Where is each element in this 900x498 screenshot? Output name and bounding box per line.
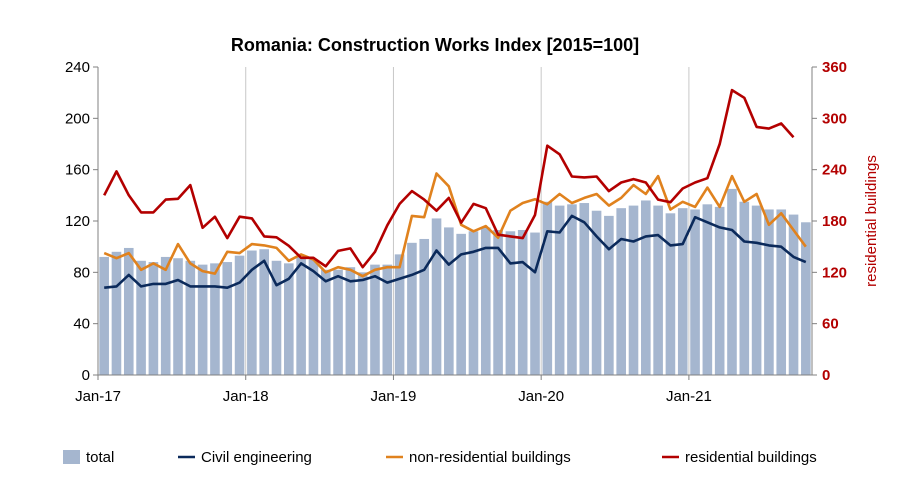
legend: total Civil engineering non-residential bu… — [63, 449, 817, 466]
bar-total — [714, 206, 725, 375]
bar-total — [197, 264, 208, 375]
bar-total — [296, 256, 306, 375]
bar-total — [234, 255, 245, 375]
gridlines — [245, 67, 690, 375]
bar-total — [751, 205, 762, 375]
x-tick-label: Jan-18 — [223, 388, 269, 405]
bar-total — [99, 256, 109, 375]
bar-total — [148, 262, 159, 375]
bar-total — [505, 231, 516, 375]
y-tick-label-left: 80 — [73, 264, 90, 281]
legend-label: non-residential buildings — [409, 449, 571, 466]
x-tick-label: Jan-21 — [666, 388, 712, 405]
bar-total — [554, 205, 565, 375]
x-tick-label: Jan-19 — [371, 388, 417, 405]
bar-total — [210, 263, 220, 375]
bar-total — [517, 229, 528, 375]
bar-total — [616, 208, 626, 375]
bar-total — [111, 251, 122, 375]
legend-swatch-total — [63, 450, 80, 464]
y-tick-label-right: 240 — [822, 162, 847, 179]
bar-total — [284, 263, 294, 375]
bar-total — [776, 209, 787, 375]
bar-total — [702, 204, 713, 375]
bar-total — [431, 218, 442, 375]
bar-total — [542, 201, 553, 375]
bar-total — [407, 242, 417, 375]
bars-total — [99, 188, 811, 375]
bar-total — [419, 238, 430, 375]
line-residential-buildings — [103, 88, 795, 269]
bar-total — [739, 201, 750, 375]
y-tick-label-left: 160 — [65, 162, 90, 179]
legend-label: residential buildings — [685, 449, 817, 466]
bar-total — [382, 264, 393, 375]
y-tick-label-left: 240 — [65, 59, 90, 76]
bar-total — [247, 250, 257, 375]
bar-total — [801, 222, 811, 375]
bar-total — [567, 204, 577, 375]
bar-total — [136, 260, 146, 375]
y-tick-label-right: 0 — [822, 367, 830, 384]
legend-label: total — [86, 449, 114, 466]
y-tick-label-right: 180 — [822, 213, 847, 230]
bar-total — [604, 215, 614, 375]
line-non-residential-buildings — [103, 172, 807, 278]
bar-total — [480, 227, 491, 375]
bar-total — [185, 260, 196, 375]
bar-total — [259, 249, 269, 375]
bar-total — [173, 258, 183, 375]
y-tick-label-left: 0 — [82, 367, 90, 384]
bar-total — [444, 227, 454, 375]
bar-total — [677, 208, 688, 375]
bar-total — [308, 259, 319, 375]
y-tick-label-right: 60 — [822, 316, 839, 333]
y-tick-label-right: 120 — [822, 264, 847, 281]
y-tick-label-left: 200 — [65, 110, 90, 127]
x-tick-label: Jan-17 — [75, 388, 121, 405]
bar-total — [370, 264, 380, 375]
y-ticks-right: 0 60 120 180 240 300 360 — [812, 59, 847, 384]
y-tick-label-right: 300 — [822, 110, 847, 127]
bar-total — [788, 214, 799, 375]
bar-total — [394, 254, 405, 375]
bar-total — [665, 213, 676, 375]
bar-total — [357, 272, 368, 375]
y-axis-right-label: residential buildings — [863, 155, 880, 287]
bar-total — [641, 200, 651, 375]
bar-total — [628, 205, 639, 375]
bar-total — [690, 209, 700, 375]
bar-total — [493, 229, 503, 375]
y-tick-label-left: 40 — [73, 316, 90, 333]
legend-label: Civil engineering — [201, 449, 312, 466]
bar-total — [123, 247, 134, 375]
bar-total — [222, 262, 233, 375]
x-tick-label: Jan-20 — [518, 388, 564, 405]
chart-title: Romania: Construction Works Index [2015=… — [231, 35, 639, 55]
bar-total — [160, 256, 171, 375]
y-ticks-left: 0 40 80 120 160 200 240 — [65, 59, 98, 384]
bar-total — [764, 209, 774, 375]
bar-total — [727, 188, 737, 375]
bar-total — [320, 269, 331, 375]
y-tick-label-left: 120 — [65, 213, 90, 230]
bar-total — [345, 267, 356, 375]
bar-total — [468, 231, 479, 375]
bar-total — [653, 205, 663, 375]
bar-total — [456, 233, 466, 375]
series-lines — [103, 88, 807, 290]
bar-total — [591, 210, 602, 375]
line-civil-engineering — [104, 214, 807, 290]
bar-total — [271, 260, 282, 375]
y-tick-label-right: 360 — [822, 59, 847, 76]
x-ticks: Jan-17 Jan-18 Jan-19 Jan-20 Jan-21 — [75, 375, 712, 405]
bar-total — [579, 203, 590, 375]
bar-total — [333, 269, 343, 375]
bar-total — [530, 232, 540, 375]
